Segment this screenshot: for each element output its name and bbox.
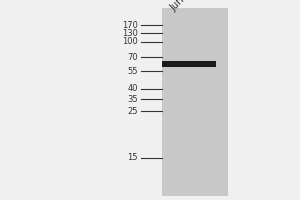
Text: 100: 100 <box>122 38 138 46</box>
Text: 25: 25 <box>128 106 138 116</box>
Text: 70: 70 <box>128 52 138 62</box>
Bar <box>162 61 216 67</box>
Text: 35: 35 <box>128 95 138 104</box>
Text: 55: 55 <box>128 66 138 75</box>
Text: 130: 130 <box>122 28 138 38</box>
Text: 40: 40 <box>128 84 138 93</box>
Text: Jurkat: Jurkat <box>169 0 196 13</box>
Text: 15: 15 <box>128 154 138 162</box>
Text: 170: 170 <box>122 21 138 29</box>
Bar <box>162 8 228 196</box>
